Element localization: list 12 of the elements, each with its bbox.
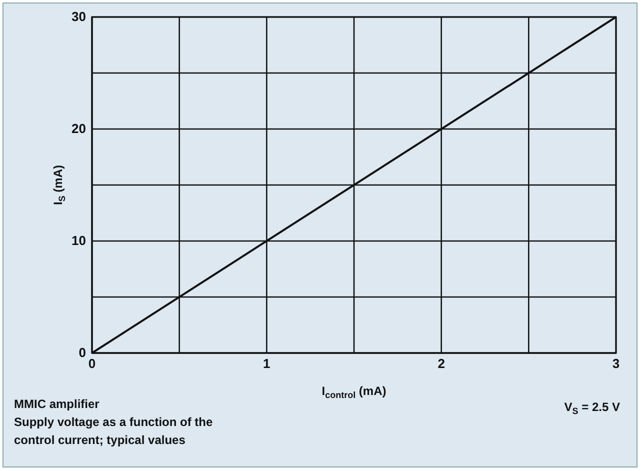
x-axis-title: I$_{control}$ (mA) <box>322 384 386 400</box>
y-tick-label: 20 <box>72 121 86 136</box>
y-tick-label: 30 <box>72 9 86 24</box>
y-tick-label: 0 <box>78 345 86 360</box>
x-tick-label: 0 <box>88 356 96 372</box>
text: MMIC amplifier <box>14 397 100 411</box>
x-tick-label: 3 <box>612 356 620 372</box>
y-tick-label: 10 <box>72 233 86 248</box>
text: V$_{S}$ = 2.5 V <box>564 400 620 416</box>
x-tick-label: 1 <box>263 356 270 372</box>
text: Supply voltage as a function of the control current; typical values <box>14 415 214 447</box>
x-tick-label: 2 <box>438 356 445 372</box>
